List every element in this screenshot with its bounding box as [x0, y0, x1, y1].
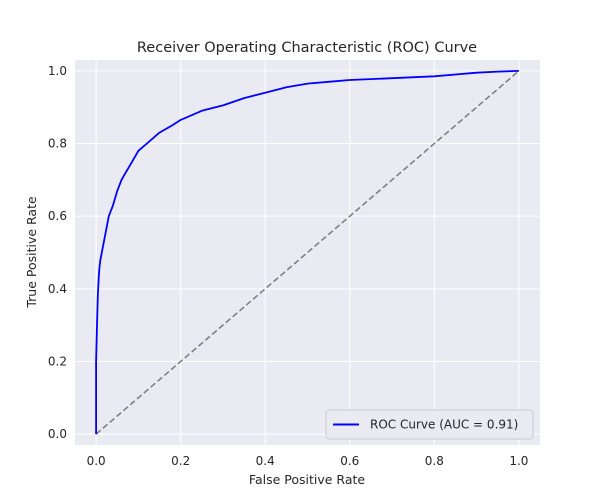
y-tick-label: 0.2	[48, 354, 67, 368]
x-axis-title: False Positive Rate	[249, 472, 365, 487]
x-tick-label: 0.2	[171, 454, 190, 468]
x-tick-label: 0.0	[87, 454, 106, 468]
y-axis-title: True Positive Rate	[24, 196, 39, 309]
y-tick-label: 1.0	[48, 64, 67, 78]
x-tick-label: 0.6	[340, 454, 359, 468]
series-layer	[95, 70, 520, 435]
x-tick-label: 0.8	[425, 454, 444, 468]
grid-lines	[75, 60, 540, 445]
chance-diagonal-line	[95, 70, 520, 435]
legend-label-roc-curve: ROC Curve (AUC = 0.91)	[370, 418, 518, 432]
y-tick-labels: 0.0 0.2 0.4 0.6 0.8 1.0	[48, 64, 67, 441]
x-tick-label: 0.4	[256, 454, 275, 468]
x-tick-label: 1.0	[509, 454, 528, 468]
legend-box	[325, 409, 534, 440]
y-tick-label: 0.8	[48, 137, 67, 151]
y-tick-label: 0.4	[48, 282, 67, 296]
legend: ROC Curve (AUC = 0.91)	[325, 409, 534, 440]
chart-title: Receiver Operating Characteristic (ROC) …	[137, 40, 477, 56]
y-tick-label: 0.6	[48, 209, 67, 223]
roc-curve-line	[95, 70, 519, 435]
x-tick-labels: 0.0 0.2 0.4 0.6 0.8 1.0	[87, 454, 529, 468]
plot-area	[75, 60, 540, 445]
y-tick-label: 0.0	[48, 427, 67, 441]
